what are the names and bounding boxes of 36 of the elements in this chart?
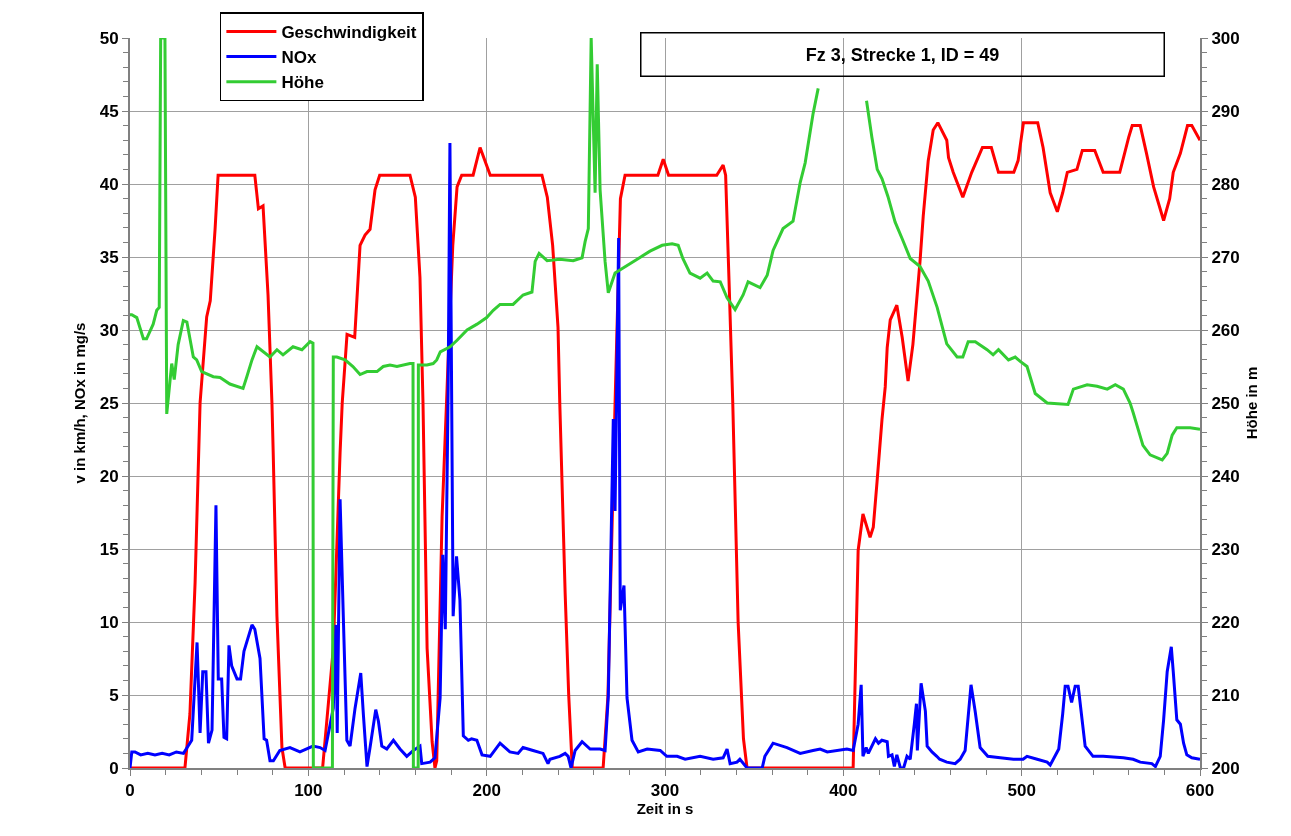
y2-tick-label: 240 [1211, 466, 1240, 486]
y-tick-label: 50 [99, 28, 119, 48]
y-tick-label: 15 [99, 539, 119, 559]
x-tick-label: 300 [650, 781, 680, 801]
x-tick-label: 200 [472, 781, 501, 801]
y-axis-title: v in km/h, NOx in mg/s [71, 322, 89, 484]
y2-tick-label: 250 [1211, 393, 1240, 413]
legend-label: NOx [281, 48, 317, 68]
y-tick-label: 45 [99, 101, 119, 121]
y2-tick-label: 270 [1211, 247, 1240, 267]
legend-label: Höhe [281, 73, 324, 93]
y2-tick-label: 230 [1211, 539, 1240, 559]
x-tick-label: 400 [829, 781, 858, 801]
x-axis-title: Zeit in s [636, 800, 694, 818]
y-tick-label: 5 [109, 685, 119, 705]
y-tick-label: 10 [99, 612, 119, 632]
y-tick-label: 40 [99, 174, 119, 194]
y-tick-label: 35 [99, 247, 119, 267]
y-tick-label: 0 [109, 758, 119, 778]
x-tick-label: 100 [294, 781, 323, 801]
chart-title: Fz 3, Strecke 1, ID = 49 [805, 44, 1000, 65]
y2-tick-label: 220 [1211, 612, 1240, 632]
y2-tick-label: 300 [1211, 28, 1240, 48]
legend-label: Geschwindigkeit [281, 23, 417, 43]
y2-tick-label: 210 [1211, 685, 1240, 705]
x-tick-label: 500 [1007, 781, 1036, 801]
y2-tick-label: 260 [1211, 320, 1240, 340]
y-tick-label: 25 [99, 393, 119, 413]
x-tick-label: 0 [125, 781, 135, 801]
x-tick-label: 600 [1185, 781, 1215, 801]
y2-tick-label: 290 [1211, 101, 1240, 121]
y2-tick-label: 200 [1211, 758, 1240, 778]
y-tick-label: 30 [99, 320, 119, 340]
y2-tick-label: 280 [1211, 174, 1240, 194]
y-tick-label: 20 [99, 466, 119, 486]
y2-axis-title: Höhe in m [1243, 366, 1261, 440]
